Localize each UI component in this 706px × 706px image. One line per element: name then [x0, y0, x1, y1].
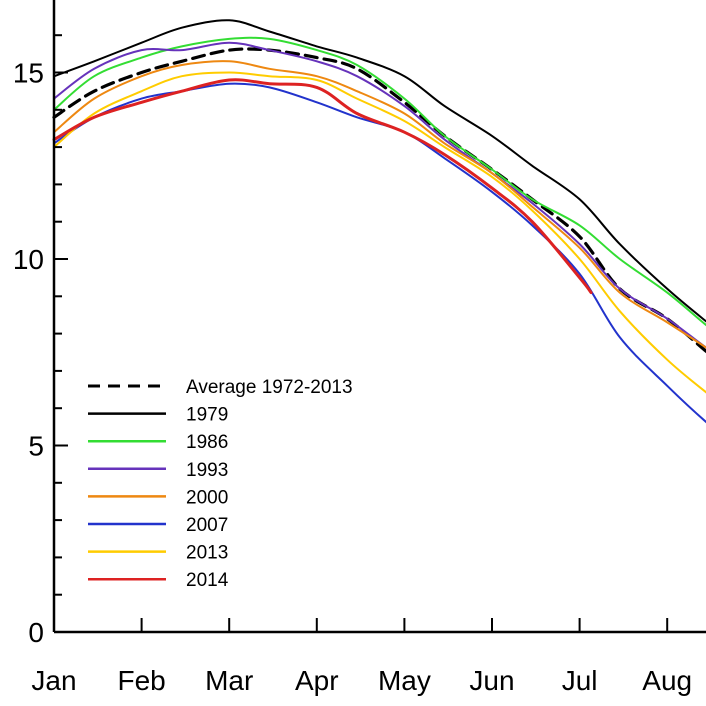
legend-label: 2000: [186, 487, 228, 508]
y-tick-label: 10: [13, 244, 44, 275]
x-tick-label: Aug: [642, 665, 692, 696]
legend-label: 1986: [186, 432, 228, 453]
legend: Average 1972-2013 1979 1986 1993 2000 2007 201…: [88, 377, 353, 591]
x-tick-label: Apr: [295, 665, 339, 696]
legend-label: 1993: [186, 460, 228, 481]
x-tick-label: Jan: [31, 665, 76, 696]
series-line-1979: [53, 19, 706, 323]
y-tick-label: 15: [13, 58, 44, 89]
legend-label: 2014: [186, 570, 229, 591]
x-tick-label: Jul: [562, 665, 598, 696]
legend-label: 2007: [186, 515, 228, 536]
y-tick-label: 5: [28, 431, 44, 462]
legend-label: 2013: [186, 543, 228, 564]
y-tick-label: 0: [28, 617, 44, 648]
series-line-1993: [53, 41, 706, 349]
x-tick-label: Jun: [469, 665, 514, 696]
legend-label: 1979: [186, 405, 228, 426]
legend-label: Average 1972-2013: [186, 377, 353, 398]
series-layer: [52, 19, 706, 424]
series-line-2000: [53, 60, 706, 349]
x-tick-label: May: [378, 665, 431, 696]
x-tick-label: Feb: [117, 665, 165, 696]
series-line-2013: [53, 71, 706, 394]
x-tick-label: Mar: [205, 665, 253, 696]
axes-layer: 0 5 10 15 Jan Feb Mar Apr May Jun Jul Aug: [13, 0, 706, 696]
series-line-2014: [52, 78, 593, 295]
